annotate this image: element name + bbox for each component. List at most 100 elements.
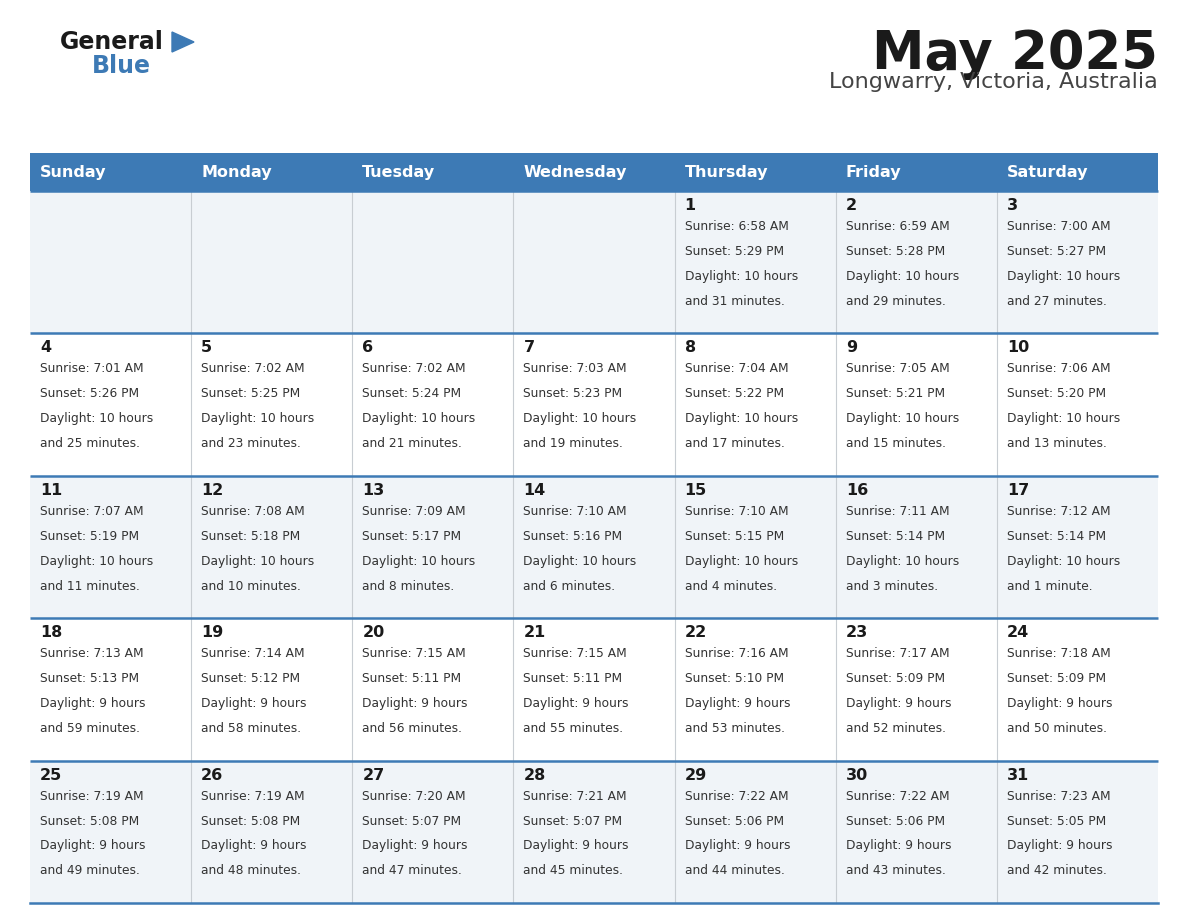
Text: Sunrise: 7:21 AM: Sunrise: 7:21 AM bbox=[524, 789, 627, 802]
Text: Sunset: 5:23 PM: Sunset: 5:23 PM bbox=[524, 387, 623, 400]
Text: Daylight: 10 hours: Daylight: 10 hours bbox=[1007, 554, 1120, 567]
Text: Sunrise: 7:03 AM: Sunrise: 7:03 AM bbox=[524, 363, 627, 375]
Text: and 50 minutes.: and 50 minutes. bbox=[1007, 722, 1107, 735]
Text: Sunset: 5:08 PM: Sunset: 5:08 PM bbox=[201, 814, 301, 827]
Text: Sunrise: 7:10 AM: Sunrise: 7:10 AM bbox=[684, 505, 788, 518]
Text: 25: 25 bbox=[40, 767, 62, 783]
Bar bbox=[30, 761, 1158, 903]
Text: Tuesday: Tuesday bbox=[362, 164, 436, 180]
Text: and 13 minutes.: and 13 minutes. bbox=[1007, 437, 1107, 450]
Text: Daylight: 9 hours: Daylight: 9 hours bbox=[1007, 839, 1112, 853]
Text: Sunrise: 7:12 AM: Sunrise: 7:12 AM bbox=[1007, 505, 1111, 518]
Text: Sunset: 5:07 PM: Sunset: 5:07 PM bbox=[524, 814, 623, 827]
Text: Sunset: 5:20 PM: Sunset: 5:20 PM bbox=[1007, 387, 1106, 400]
Text: Sunset: 5:21 PM: Sunset: 5:21 PM bbox=[846, 387, 944, 400]
Text: 3: 3 bbox=[1007, 198, 1018, 213]
Text: Sunrise: 7:22 AM: Sunrise: 7:22 AM bbox=[846, 789, 949, 802]
Text: Daylight: 10 hours: Daylight: 10 hours bbox=[1007, 270, 1120, 283]
Text: Daylight: 10 hours: Daylight: 10 hours bbox=[524, 412, 637, 425]
Text: 29: 29 bbox=[684, 767, 707, 783]
Text: 30: 30 bbox=[846, 767, 868, 783]
Text: 11: 11 bbox=[40, 483, 62, 498]
Text: Sunset: 5:28 PM: Sunset: 5:28 PM bbox=[846, 245, 944, 258]
Bar bbox=[30, 333, 1158, 476]
Text: 31: 31 bbox=[1007, 767, 1029, 783]
Text: 26: 26 bbox=[201, 767, 223, 783]
Text: Sunrise: 7:02 AM: Sunrise: 7:02 AM bbox=[201, 363, 305, 375]
Text: Sunset: 5:14 PM: Sunset: 5:14 PM bbox=[846, 530, 944, 543]
Text: Daylight: 9 hours: Daylight: 9 hours bbox=[362, 697, 468, 710]
Text: Sunset: 5:29 PM: Sunset: 5:29 PM bbox=[684, 245, 784, 258]
Text: 28: 28 bbox=[524, 767, 545, 783]
Text: Daylight: 9 hours: Daylight: 9 hours bbox=[846, 697, 952, 710]
Text: Sunrise: 7:02 AM: Sunrise: 7:02 AM bbox=[362, 363, 466, 375]
Text: Sunrise: 7:09 AM: Sunrise: 7:09 AM bbox=[362, 505, 466, 518]
Text: Daylight: 10 hours: Daylight: 10 hours bbox=[1007, 412, 1120, 425]
Text: Daylight: 9 hours: Daylight: 9 hours bbox=[524, 697, 628, 710]
Text: Daylight: 10 hours: Daylight: 10 hours bbox=[524, 554, 637, 567]
Text: and 31 minutes.: and 31 minutes. bbox=[684, 295, 784, 308]
Text: Sunrise: 7:06 AM: Sunrise: 7:06 AM bbox=[1007, 363, 1111, 375]
Text: and 21 minutes.: and 21 minutes. bbox=[362, 437, 462, 450]
Bar bbox=[30, 618, 1158, 761]
Text: Daylight: 9 hours: Daylight: 9 hours bbox=[1007, 697, 1112, 710]
Text: Daylight: 9 hours: Daylight: 9 hours bbox=[684, 697, 790, 710]
Text: Sunset: 5:06 PM: Sunset: 5:06 PM bbox=[846, 814, 944, 827]
Text: and 59 minutes.: and 59 minutes. bbox=[40, 722, 140, 735]
Text: and 11 minutes.: and 11 minutes. bbox=[40, 579, 140, 592]
Text: and 23 minutes.: and 23 minutes. bbox=[201, 437, 301, 450]
Text: and 3 minutes.: and 3 minutes. bbox=[846, 579, 937, 592]
Bar bbox=[30, 191, 1158, 333]
Text: Sunrise: 7:07 AM: Sunrise: 7:07 AM bbox=[40, 505, 144, 518]
Text: Sunrise: 7:01 AM: Sunrise: 7:01 AM bbox=[40, 363, 144, 375]
Text: Sunset: 5:05 PM: Sunset: 5:05 PM bbox=[1007, 814, 1106, 827]
Text: 1: 1 bbox=[684, 198, 696, 213]
Text: and 44 minutes.: and 44 minutes. bbox=[684, 865, 784, 878]
Text: 10: 10 bbox=[1007, 341, 1029, 355]
Text: 14: 14 bbox=[524, 483, 545, 498]
Text: 17: 17 bbox=[1007, 483, 1029, 498]
Text: 9: 9 bbox=[846, 341, 857, 355]
Text: Sunset: 5:15 PM: Sunset: 5:15 PM bbox=[684, 530, 784, 543]
Text: Sunset: 5:17 PM: Sunset: 5:17 PM bbox=[362, 530, 461, 543]
Text: Sunset: 5:10 PM: Sunset: 5:10 PM bbox=[684, 672, 784, 685]
Text: 20: 20 bbox=[362, 625, 385, 640]
Text: Sunrise: 7:23 AM: Sunrise: 7:23 AM bbox=[1007, 789, 1111, 802]
Text: 27: 27 bbox=[362, 767, 385, 783]
Text: Sunday: Sunday bbox=[40, 164, 107, 180]
Text: Sunrise: 7:04 AM: Sunrise: 7:04 AM bbox=[684, 363, 788, 375]
Text: Wednesday: Wednesday bbox=[524, 164, 627, 180]
Text: Sunset: 5:08 PM: Sunset: 5:08 PM bbox=[40, 814, 139, 827]
Text: 12: 12 bbox=[201, 483, 223, 498]
Text: Sunset: 5:19 PM: Sunset: 5:19 PM bbox=[40, 530, 139, 543]
Text: and 52 minutes.: and 52 minutes. bbox=[846, 722, 946, 735]
Text: Monday: Monday bbox=[201, 164, 272, 180]
Text: and 10 minutes.: and 10 minutes. bbox=[201, 579, 301, 592]
Text: Daylight: 9 hours: Daylight: 9 hours bbox=[684, 839, 790, 853]
Text: Daylight: 10 hours: Daylight: 10 hours bbox=[40, 554, 153, 567]
Text: and 58 minutes.: and 58 minutes. bbox=[201, 722, 302, 735]
Text: 23: 23 bbox=[846, 625, 868, 640]
Text: Sunset: 5:24 PM: Sunset: 5:24 PM bbox=[362, 387, 461, 400]
Text: Daylight: 9 hours: Daylight: 9 hours bbox=[846, 839, 952, 853]
Text: Sunset: 5:07 PM: Sunset: 5:07 PM bbox=[362, 814, 461, 827]
Text: and 48 minutes.: and 48 minutes. bbox=[201, 865, 301, 878]
Text: Daylight: 9 hours: Daylight: 9 hours bbox=[201, 839, 307, 853]
Text: and 43 minutes.: and 43 minutes. bbox=[846, 865, 946, 878]
Text: Blue: Blue bbox=[91, 54, 151, 78]
Text: and 47 minutes.: and 47 minutes. bbox=[362, 865, 462, 878]
Text: 4: 4 bbox=[40, 341, 51, 355]
Text: and 53 minutes.: and 53 minutes. bbox=[684, 722, 784, 735]
Bar bbox=[30, 476, 1158, 618]
Text: Sunset: 5:18 PM: Sunset: 5:18 PM bbox=[201, 530, 301, 543]
Text: 2: 2 bbox=[846, 198, 857, 213]
Text: Sunrise: 7:05 AM: Sunrise: 7:05 AM bbox=[846, 363, 949, 375]
Text: Sunrise: 7:22 AM: Sunrise: 7:22 AM bbox=[684, 789, 788, 802]
Text: and 42 minutes.: and 42 minutes. bbox=[1007, 865, 1107, 878]
Text: Daylight: 10 hours: Daylight: 10 hours bbox=[684, 412, 798, 425]
Text: Sunset: 5:25 PM: Sunset: 5:25 PM bbox=[201, 387, 301, 400]
Text: Sunrise: 7:11 AM: Sunrise: 7:11 AM bbox=[846, 505, 949, 518]
Text: Daylight: 10 hours: Daylight: 10 hours bbox=[362, 412, 475, 425]
Text: 18: 18 bbox=[40, 625, 62, 640]
Text: and 27 minutes.: and 27 minutes. bbox=[1007, 295, 1107, 308]
